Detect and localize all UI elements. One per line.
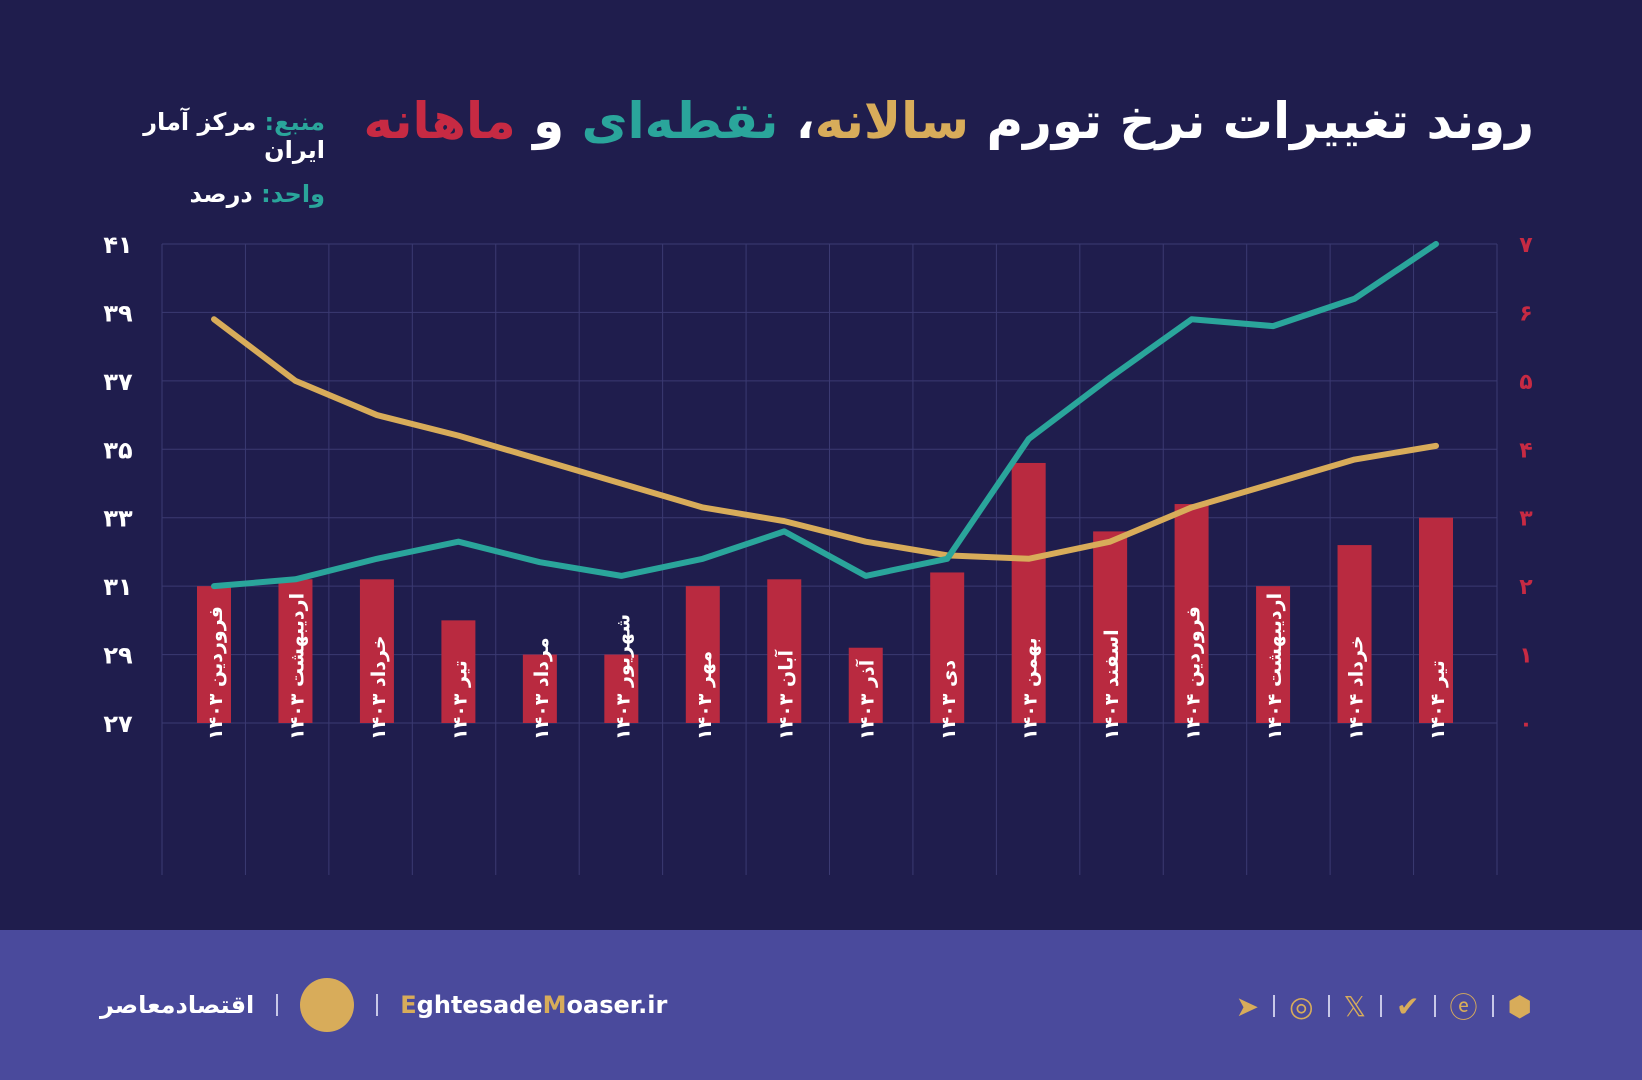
category-label: مهر ۱۴۰۳ [694,651,716,740]
left-tick-label: ۲۷ [103,710,133,738]
category-label: آذر ۱۴۰۳ [855,659,879,740]
category-label: اسفند ۱۴۰۳ [1101,629,1123,740]
left-tick-label: ۳۳ [103,505,133,533]
divider [276,994,279,1016]
logo-icon [300,978,355,1032]
chart-meta: منبع: مرکز آمار ایران واحد: درصد [105,108,325,224]
category-label: اردیبهشت ۱۴۰۴ [1264,593,1286,740]
category-label: تیر ۱۴۰۳ [449,660,471,740]
category-label: فروردین ۱۴۰۳ [205,606,227,740]
right-tick-label: ۲ [1519,575,1533,600]
footer: اقتصادمعاصر EghtesadeMoaser.ir ➤ ◎ 𝕏 ✔ ⓔ… [0,930,1642,1080]
right-tick-label: ۵ [1519,370,1532,395]
category-label: شهریور ۱۴۰۳ [612,614,634,740]
unit: واحد: درصد [189,180,325,208]
right-tick-label: ۷ [1519,233,1533,258]
category-label: دی ۱۴۰۳ [938,660,960,740]
bar-monthly [441,620,476,723]
line-annual [211,316,1439,562]
bar-monthly [359,579,394,723]
source: منبع: مرکز آمار ایران [143,108,325,164]
right-tick-label: ۰ [1519,712,1532,737]
category-label: بهمن ۱۴۰۳ [1020,637,1042,740]
bar-monthly [1174,504,1209,723]
category-label: خرداد ۱۴۰۳ [368,635,390,740]
eitaa-icon[interactable]: ⓔ [1449,991,1478,1024]
category-label: فروردین ۱۴۰۴ [1183,606,1205,740]
left-tick-label: ۴۱ [103,231,132,259]
right-tick-label: ۱ [1519,644,1532,669]
website-link[interactable]: EghtesadeMoaser.ir [400,991,668,1019]
bar-monthly [685,586,720,723]
left-tick-label: ۲۹ [103,642,133,670]
right-tick-label: ۶ [1519,301,1532,326]
bale-icon[interactable]: ✔ [1396,989,1420,1023]
x-icon[interactable]: 𝕏 [1343,989,1367,1023]
bar-monthly [1256,586,1291,723]
bar-monthly [930,572,965,723]
left-tick-label: ۳۱ [103,573,132,601]
category-label: تیر ۱۴۰۴ [1427,660,1449,740]
brand-name: اقتصادمعاصر [100,991,255,1019]
telegram-icon[interactable]: ➤ [1235,989,1260,1023]
bar-monthly [1419,517,1453,723]
category-label: اردیبهشت ۱۴۰۳ [286,593,308,740]
bar-monthly [278,579,313,723]
rubika-icon[interactable]: ⬢ [1507,989,1532,1023]
chart: ۲۷ ۲۹ ۳۱ ۳۳ ۳۵ ۳۷ ۳۹ ۴۱ ۰ ۱ ۲ ۳ ۴ ۵ ۶ ۷ فروردین ۱۴۰۳ اردی… [103,231,1533,875]
bar-monthly [522,654,557,723]
chart-title: روند تغییرات نرخ تورم سالانه، نقطه‌ای و … [363,92,1534,150]
bar-monthly [1093,531,1128,723]
left-tick-label: ۳۵ [103,436,132,464]
bar-monthly [604,654,639,723]
bar-monthly [848,647,883,723]
category-label: آبان ۱۴۰۳ [773,650,797,740]
bar-monthly [1337,545,1372,723]
divider [376,994,379,1016]
line-point-to-point [211,241,1439,590]
category-label: مرداد ۱۴۰۳ [531,637,553,740]
left-tick-label: ۳۹ [103,299,133,327]
bar-monthly [1011,462,1046,723]
category-label: خرداد ۱۴۰۴ [1346,635,1368,740]
bar-monthly [197,586,231,723]
bar-monthly [767,579,802,723]
right-tick-label: ۴ [1519,438,1532,463]
instagram-icon[interactable]: ◎ [1289,989,1314,1023]
left-tick-label: ۳۷ [103,368,133,396]
right-tick-label: ۳ [1519,507,1533,532]
